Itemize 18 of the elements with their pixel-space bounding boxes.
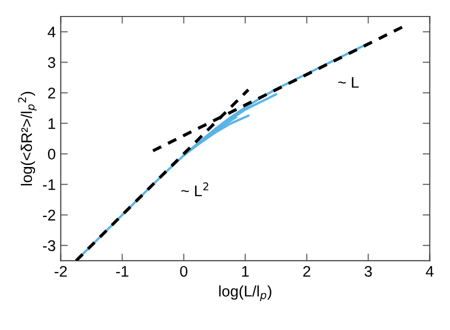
x-tick-label: 2: [303, 266, 310, 277]
y-tick-label: 3: [48, 57, 56, 68]
x-tick-label: -1: [116, 266, 128, 277]
x-tick-label: 4: [426, 266, 434, 277]
y-tick-label: 4: [48, 26, 56, 38]
annotation: ~ L$^{2}$: [181, 182, 208, 196]
y-tick-label: -3: [42, 240, 56, 252]
y-tick-label: -2: [42, 210, 56, 220]
x-tick-label: 1: [242, 266, 249, 277]
y-tick-label: -1: [42, 179, 56, 190]
annotation: ~ L: [338, 77, 359, 88]
y-tick-label: 1: [48, 118, 56, 129]
x-axis-title: log(L/l$_{p}$): [219, 285, 272, 302]
y-tick-label: 2: [48, 88, 56, 98]
y-axis-title: log(<δR²>/l$_{p}$$^{2}$): [18, 92, 37, 186]
y-tick-label: 0: [48, 148, 56, 160]
x-tick-label: 0: [180, 266, 188, 277]
x-tick-label: 3: [364, 266, 372, 277]
